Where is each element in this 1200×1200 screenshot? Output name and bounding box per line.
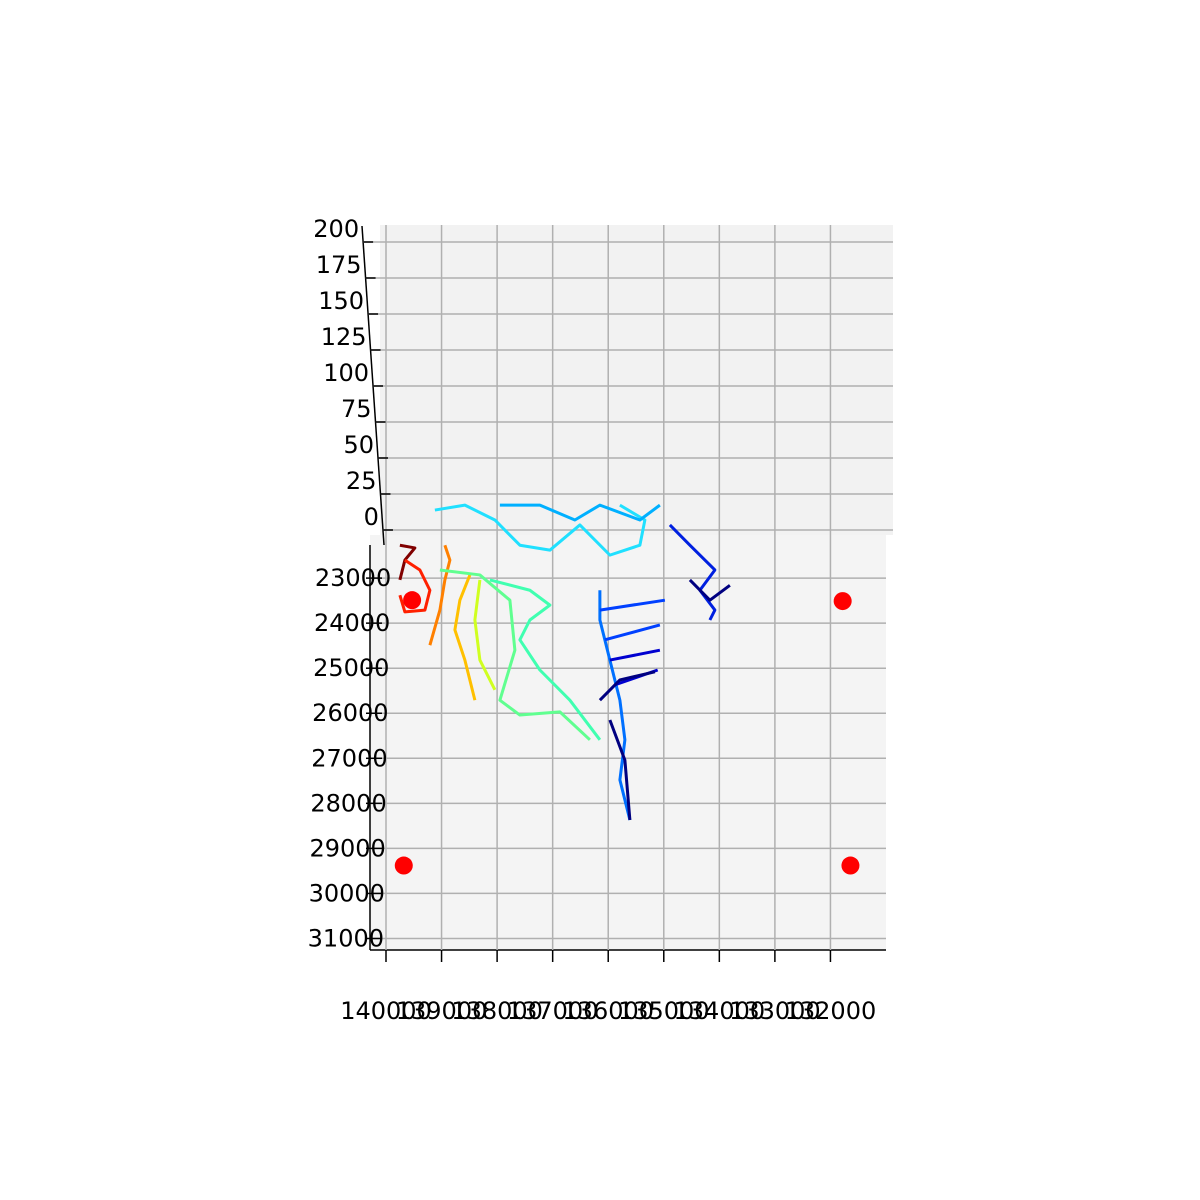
contour-line [439, 568, 591, 741]
contour-line [473, 579, 497, 691]
z-axis-line [361, 225, 385, 546]
z-tick-label: 25 [346, 467, 377, 495]
z-tick-label: 175 [316, 251, 362, 279]
contour-line [453, 574, 477, 701]
z-tick-label: 150 [318, 287, 364, 315]
y-tick-label: 29000 [309, 834, 385, 862]
contour-line [398, 543, 417, 581]
floor-pane [370, 535, 886, 950]
x-tick-label: 136000 [562, 997, 654, 1025]
y-tick-label: 31000 [308, 924, 384, 952]
x-tick-label: 133000 [729, 997, 821, 1025]
back-pane [380, 225, 893, 535]
x-tick-label: 140000 [340, 997, 432, 1025]
x-tick-label: 138000 [451, 997, 543, 1025]
x-tick-label: 137000 [507, 997, 599, 1025]
contour-line [668, 523, 717, 621]
x-tick-label: 139000 [396, 997, 488, 1025]
point [833, 592, 852, 611]
contour-line [499, 503, 661, 522]
z-tick-label: 0 [364, 503, 379, 531]
x-tick-label: 134000 [674, 997, 766, 1025]
y-tick-label: 23000 [315, 564, 391, 592]
y-tick-label: 27000 [311, 744, 387, 772]
y-tick-label: 25000 [313, 654, 389, 682]
contour-line [598, 578, 731, 821]
y-tick-label: 26000 [312, 699, 388, 727]
contour-line [489, 578, 602, 741]
contour-line [434, 503, 647, 557]
z-tick-label: 50 [343, 431, 374, 459]
point [841, 856, 860, 875]
point [394, 856, 413, 875]
z-tick-label: 75 [341, 395, 372, 423]
contour-line [428, 544, 452, 646]
z-tick-label: 100 [323, 359, 369, 387]
contour-line [598, 590, 632, 821]
contour-line [398, 558, 432, 614]
x-tick-label: 135000 [618, 997, 710, 1025]
x-tick-label: 132000 [785, 997, 877, 1025]
point [403, 591, 422, 610]
y-tick-label: 24000 [314, 609, 390, 637]
z-tick-label: 200 [313, 215, 359, 243]
contour-line [599, 598, 666, 642]
z-tick-label: 125 [321, 323, 367, 351]
y-tick-label: 30000 [309, 879, 385, 907]
y-tick-label: 28000 [310, 789, 386, 817]
